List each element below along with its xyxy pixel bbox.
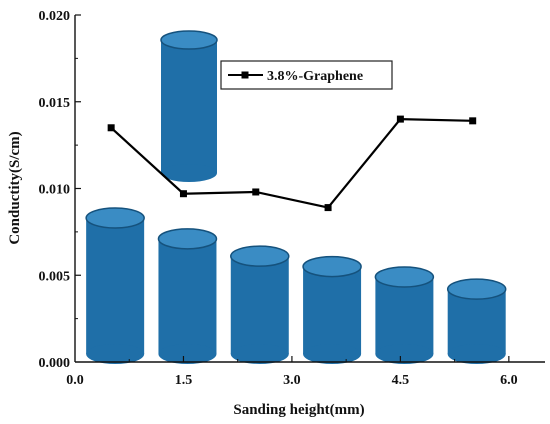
x-axis-title: Sanding height(mm) [233,402,364,418]
cylinder-bar-3-body [303,266,362,354]
cylinder-bar-3-bottom [303,344,362,364]
cylinder-bar-2-body [230,256,289,354]
inset-cylinder-top [160,30,218,50]
cylinder-bar-0-top [85,207,145,229]
cylinder-bar-4-bottom [375,344,434,364]
y-tick-label-4: 0.020 [39,9,71,24]
y-tick-label-2: 0.010 [39,183,71,198]
series-point-0-4 [396,115,404,123]
x-tick-label-0: 0.0 [66,373,84,388]
cylinder-bar-5-body [447,289,506,354]
series-layer [107,115,477,212]
cylinder-bar-3-top [302,255,362,278]
cylinders-layer [85,207,507,364]
cylinder-bar-5-bottom [447,344,506,364]
cylinder-bar-0 [85,207,145,364]
inset-cylinder [160,30,218,182]
cylinder-bar-3 [302,255,362,364]
cylinder-bar-1-top [157,228,218,250]
legend-label: 3.8%-Graphene [267,69,363,84]
cylinder-bar-4-body [375,276,434,354]
axes: 0.0 1.5 3.0 4.5 6.0 0.000 0.005 0.010 0.015 0.020 [39,9,545,388]
x-tick-label-1: 1.5 [175,373,193,388]
legend: 3.8%-Graphene [220,60,393,90]
cylinder-bar-2-bottom [230,344,289,364]
series-point-0-0 [107,124,115,132]
series-point-0-1 [179,190,187,198]
y-tick-label-1: 0.005 [39,269,71,284]
cylinder-bar-2-top [230,245,290,267]
series-point-0-2 [252,188,260,196]
x-tick-label-3: 4.5 [392,373,410,388]
cylinder-bar-2 [230,245,290,364]
cylinder-bar-0-bottom [86,344,145,364]
series-point-0-3 [324,204,332,212]
cylinder-bar-5-top [446,278,507,300]
cylinder-bar-1 [157,228,218,364]
cylinder-bar-1-body [158,238,217,354]
inset-cylinder-bottom [161,164,217,182]
inset-cylinder-body [161,40,217,173]
inset-cylinder-layer [160,30,218,182]
y-tick-label-0: 0.000 [39,356,71,371]
y-tick-label-3: 0.015 [39,96,71,111]
x-tick-label-2: 3.0 [283,373,301,388]
cylinder-bar-1-bottom [158,344,217,364]
y-axis-title: Conductity(S/cm) [7,131,23,244]
cylinder-bar-4 [374,266,435,364]
cylinder-bar-5 [446,278,507,364]
x-tick-label-4: 6.0 [500,373,518,388]
legend-marker [241,71,249,79]
cylinder-bar-4-top [374,266,435,288]
cylinder-bar-0-body [86,217,145,354]
series-point-0-5 [469,117,477,125]
series-line-0 [110,117,473,209]
